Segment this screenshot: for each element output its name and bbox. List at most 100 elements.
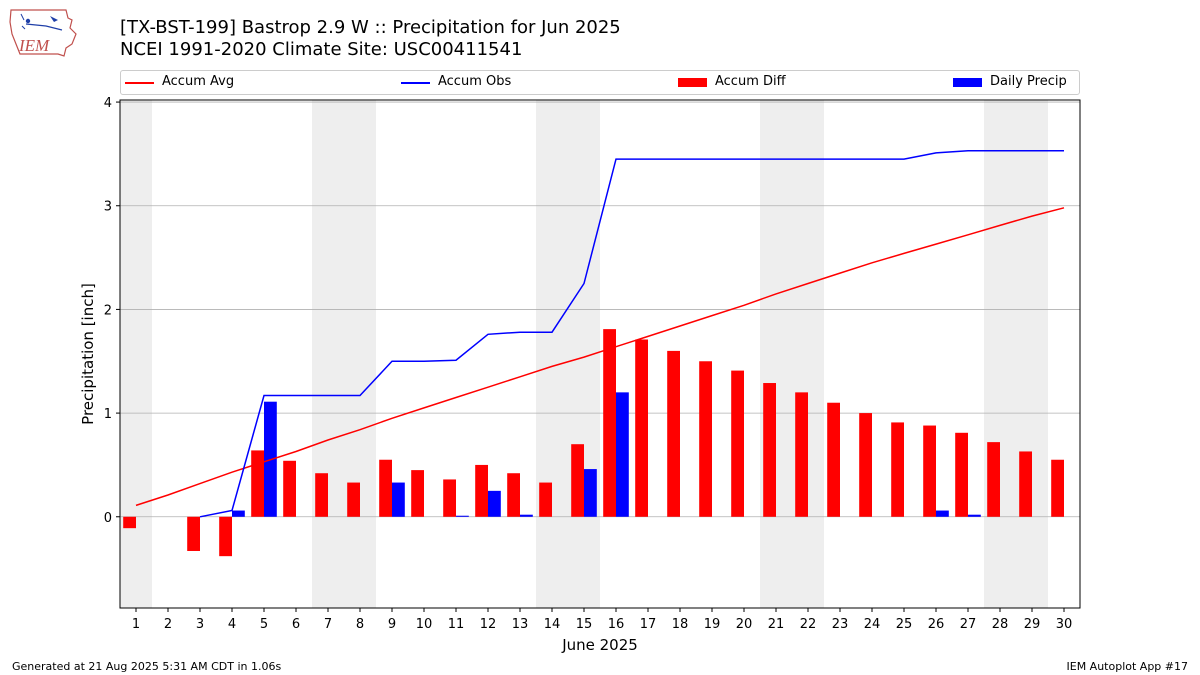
xtick-label-12: 12 — [480, 617, 497, 632]
xtick-label-27: 27 — [960, 617, 977, 632]
daily-precip-bar-day-27 — [968, 514, 981, 517]
accum-diff-bar-day-21 — [763, 383, 776, 517]
legend-label-daily-precip: Daily Precip — [990, 74, 1067, 89]
daily-precip-bar-day-15 — [584, 469, 597, 517]
accum-diff-bar-day-12 — [475, 464, 488, 517]
daily-precip-bar-day-4 — [232, 510, 245, 517]
xtick-label-2: 2 — [164, 617, 172, 632]
xtick-label-25: 25 — [896, 617, 913, 632]
weekend-shade-day-7 — [312, 100, 344, 608]
xtick-label-8: 8 — [356, 617, 364, 632]
accum-diff-bar-day-4 — [219, 516, 232, 557]
xtick-label-16: 16 — [608, 617, 625, 632]
daily-precip-bar-day-16 — [616, 392, 629, 517]
xtick-label-15: 15 — [576, 617, 593, 632]
xtick-label-28: 28 — [992, 617, 1009, 632]
legend-swatch-accum-avg — [125, 82, 154, 84]
accum-diff-bar-day-22 — [795, 392, 808, 517]
xtick-label-13: 13 — [512, 617, 529, 632]
accum-diff-bar-day-28 — [987, 442, 1000, 517]
accum-diff-bar-day-13 — [507, 473, 520, 517]
weekend-shade-day-29 — [1016, 100, 1048, 608]
ytick-label-4: 4 — [104, 96, 112, 111]
accum-diff-bar-day-19 — [699, 361, 712, 517]
plot-frame — [119, 99, 1081, 609]
accum-diff-bar-day-26 — [923, 425, 936, 517]
legend-label-accum-obs: Accum Obs — [438, 74, 512, 89]
legend-label-accum-diff: Accum Diff — [715, 74, 786, 89]
xtick-label-4: 4 — [228, 617, 236, 632]
xtick-label-3: 3 — [196, 617, 204, 632]
xtick-label-11: 11 — [448, 617, 465, 632]
daily-precip-bar-day-26 — [936, 510, 949, 517]
weekend-shade-day-14 — [536, 100, 568, 608]
accum-diff-bar-day-14 — [539, 482, 552, 517]
accum-diff-bar-day-15 — [571, 444, 584, 517]
daily-precip-bar-day-9 — [392, 482, 405, 517]
generated-timestamp: Generated at 21 Aug 2025 5:31 AM CDT in … — [12, 660, 282, 673]
accum-diff-bar-day-23 — [827, 402, 840, 517]
accum-diff-bar-day-7 — [315, 473, 328, 517]
legend-label-accum-avg: Accum Avg — [162, 74, 235, 89]
accum-diff-bar-day-1 — [123, 516, 136, 529]
daily-precip-bar-day-12 — [488, 490, 501, 517]
xtick-label-9: 9 — [388, 617, 396, 632]
chart-title: [TX-BST-199] Bastrop 2.9 W :: Precipitat… — [120, 17, 621, 38]
weekend-shade-day-8 — [344, 100, 376, 608]
ytick-label-2: 2 — [104, 303, 112, 318]
accum-diff-bar-day-20 — [731, 370, 744, 517]
accum-diff-bar-day-29 — [1019, 451, 1032, 517]
xtick-label-17: 17 — [640, 617, 657, 632]
accum-obs-line — [199, 150, 1064, 518]
xtick-label-26: 26 — [928, 617, 945, 632]
ytick-label-1: 1 — [104, 407, 112, 422]
xtick-label-22: 22 — [800, 617, 817, 632]
xtick-label-20: 20 — [736, 617, 753, 632]
accum-diff-bar-day-9 — [379, 459, 392, 517]
weekend-shade-day-22 — [792, 100, 824, 608]
xtick-label-18: 18 — [672, 617, 689, 632]
chart-legend: Accum Avg Accum Obs Accum Diff Daily Pre… — [120, 70, 1080, 95]
xtick-label-24: 24 — [864, 617, 881, 632]
legend-swatch-accum-diff — [678, 78, 707, 87]
accum-diff-bar-day-16 — [603, 329, 616, 517]
xtick-label-29: 29 — [1024, 617, 1041, 632]
accum-diff-bar-day-3 — [187, 516, 200, 551]
accum-diff-bar-day-25 — [891, 422, 904, 517]
xtick-label-1: 1 — [132, 617, 140, 632]
accum-diff-bar-day-24 — [859, 413, 872, 517]
weekend-shade-day-1 — [120, 100, 152, 608]
xtick-label-21: 21 — [768, 617, 785, 632]
iem-logo: IEM — [9, 9, 77, 57]
app-credit: IEM Autoplot App #17 — [1066, 660, 1189, 673]
legend-swatch-accum-obs — [401, 82, 430, 84]
xtick-label-23: 23 — [832, 617, 849, 632]
xtick-label-6: 6 — [292, 617, 300, 632]
accum-diff-bar-day-17 — [635, 339, 648, 517]
y-axis-label: Precipitation [inch] — [79, 283, 97, 425]
xtick-label-14: 14 — [544, 617, 561, 632]
accum-diff-bar-day-10 — [411, 470, 424, 517]
xtick-label-10: 10 — [416, 617, 433, 632]
ytick-label-0: 0 — [104, 511, 112, 526]
accum-diff-bar-day-18 — [667, 350, 680, 517]
ytick-label-3: 3 — [104, 200, 112, 215]
xtick-label-5: 5 — [260, 617, 268, 632]
weekend-shade-day-28 — [984, 100, 1016, 608]
xtick-label-7: 7 — [324, 617, 332, 632]
xtick-label-30: 30 — [1056, 617, 1073, 632]
legend-swatch-daily-precip — [953, 78, 982, 87]
iem-logo-text: IEM — [18, 36, 50, 55]
chart-subtitle: NCEI 1991-2020 Climate Site: USC00411541 — [120, 39, 523, 60]
accum-avg-line — [135, 207, 1065, 507]
accum-diff-bar-day-6 — [283, 460, 296, 517]
accum-diff-bar-day-8 — [347, 482, 360, 517]
x-axis-label: June 2025 — [561, 636, 638, 654]
xtick-label-19: 19 — [704, 617, 721, 632]
weekend-shade-day-21 — [760, 100, 792, 608]
accum-diff-bar-day-27 — [955, 432, 968, 517]
daily-precip-bar-day-11 — [456, 515, 469, 517]
accum-diff-bar-day-11 — [443, 479, 456, 517]
accum-diff-bar-day-5 — [251, 450, 264, 517]
